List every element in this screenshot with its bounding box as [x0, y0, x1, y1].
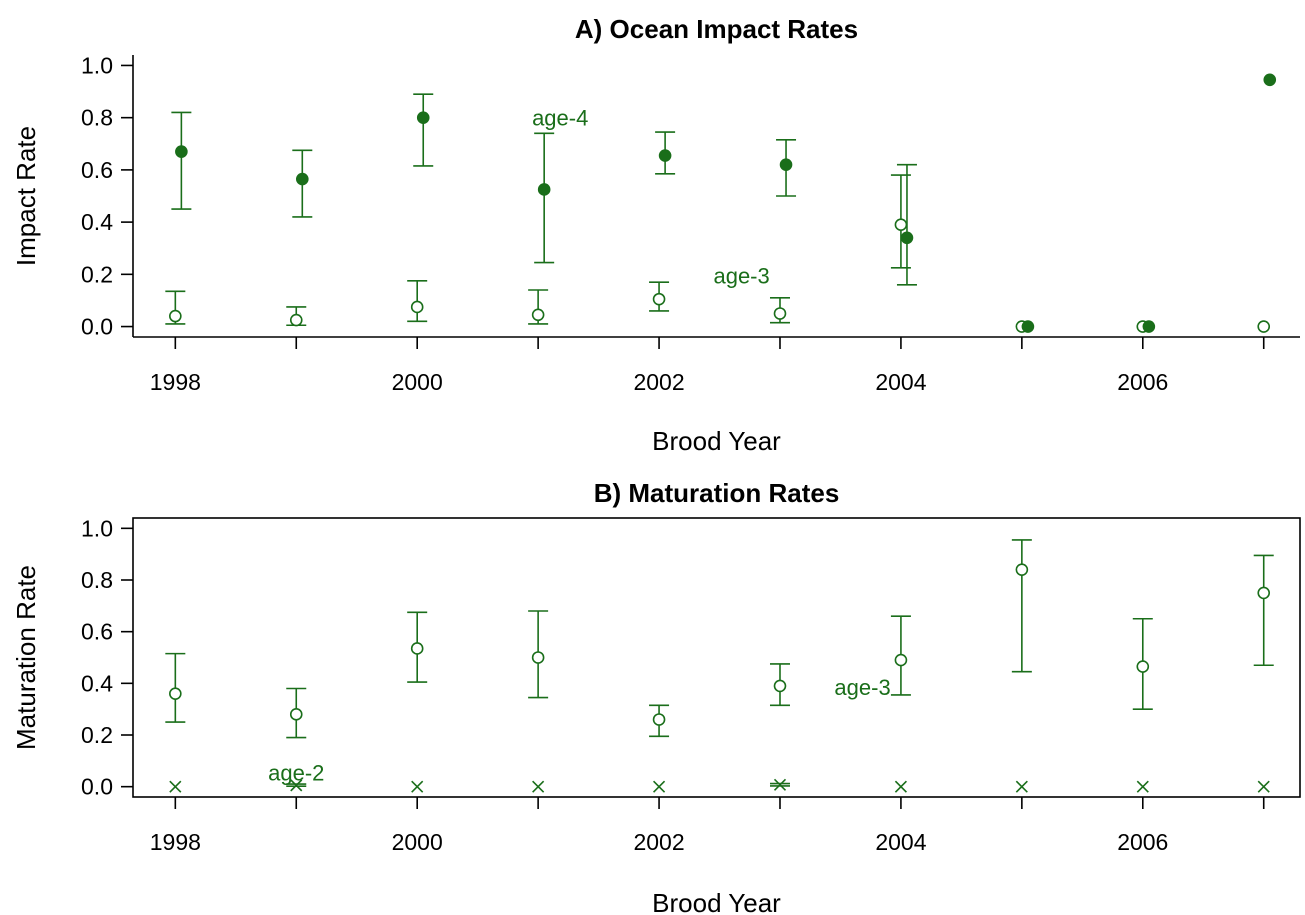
data-point [411, 780, 424, 793]
series-age-3 [165, 174, 1271, 333]
x-tick-label: 2006 [1117, 829, 1168, 855]
chart-panel-b: B) Maturation Rates 0.0 0.2 0.4 0.6 0.8 1.0 199… [11, 478, 1301, 915]
data-point [532, 780, 545, 793]
data-point [779, 158, 793, 171]
data-point [169, 780, 182, 793]
y-tick-label: 0.6 [81, 157, 113, 183]
y-tick-label: 0.4 [81, 670, 113, 696]
y-axis-label: Impact Rate [11, 126, 41, 266]
series-age-3 [165, 539, 1274, 739]
data-point [1136, 660, 1150, 673]
cross-stroke [169, 780, 182, 793]
data-point [652, 713, 666, 726]
data-point [289, 313, 303, 327]
data-point [773, 679, 787, 693]
cross-stroke [773, 778, 787, 791]
y-tick-label: 0.0 [81, 774, 113, 800]
data-point [1021, 320, 1035, 333]
data-point [652, 780, 666, 793]
x-tick-label: 2002 [633, 829, 684, 855]
y-tick-label: 0.8 [81, 567, 113, 593]
x-tick-label: 2000 [392, 369, 443, 395]
chart-panel-a: A) Ocean Impact Rates 0.0 0.2 0.4 0.6 0.8 1.0 1… [11, 14, 1300, 456]
data-point [175, 145, 188, 158]
x-tick-label: 2004 [875, 829, 926, 855]
data-point [537, 183, 551, 196]
y-axis-label: Maturation Rate [11, 565, 41, 750]
y-tick-label: 0.4 [81, 209, 113, 235]
x-tick-label: 2000 [392, 829, 443, 855]
cross-stroke [1015, 780, 1028, 793]
data-point [1136, 780, 1149, 793]
series-annotation: age-2 [268, 760, 324, 785]
y-tick-label: 1.0 [81, 515, 113, 541]
chart-title: B) Maturation Rates [594, 478, 840, 508]
data-point [652, 292, 666, 306]
x-tick-label: 1998 [150, 369, 201, 395]
x-axis-label: Brood Year [652, 426, 781, 456]
x-tick-label: 1998 [150, 829, 201, 855]
series-annotation: age-3 [713, 264, 769, 289]
cross-stroke [652, 780, 666, 793]
data-point [773, 778, 787, 791]
data-point [290, 779, 303, 792]
data-point [900, 231, 914, 245]
series-age-2 [169, 778, 1270, 793]
cross-stroke [1136, 780, 1149, 793]
x-tick-label: 2002 [633, 369, 684, 395]
data-point [773, 307, 787, 320]
series-annotation: age-3 [834, 675, 890, 700]
data-point [296, 172, 309, 186]
data-point [894, 780, 907, 793]
data-point [894, 218, 908, 232]
chart-title: A) Ocean Impact Rates [575, 14, 858, 44]
x-tick-label: 2006 [1117, 369, 1168, 395]
y-tick-label: 0.2 [81, 722, 113, 748]
data-point [289, 708, 303, 721]
cross-stroke [894, 780, 907, 793]
y-tick-label: 0.0 [81, 314, 113, 340]
data-point [1142, 320, 1156, 333]
data-point [1257, 320, 1271, 333]
y-tick-label: 0.8 [81, 105, 113, 131]
cross-stroke [411, 780, 424, 793]
data-point [1015, 563, 1029, 576]
data-point [658, 149, 672, 162]
y-tick-label: 0.2 [81, 261, 113, 287]
data-point [531, 308, 545, 322]
series-age-4 [171, 73, 1277, 333]
data-point [169, 687, 182, 700]
data-point [531, 651, 545, 664]
x-axis-label: Brood Year [652, 888, 781, 915]
data-point [410, 642, 424, 655]
x-tick-label: 2004 [875, 369, 926, 395]
data-point [1257, 586, 1271, 600]
data-point [1015, 780, 1028, 793]
y-tick-label: 1.0 [81, 52, 113, 78]
data-point [894, 653, 908, 667]
plot-frame [132, 517, 1301, 798]
y-tick-label: 0.6 [81, 619, 113, 645]
cross-stroke [1257, 780, 1270, 793]
cross-stroke [532, 780, 545, 793]
data-point [1257, 780, 1270, 793]
series-annotation: age-4 [532, 106, 588, 131]
data-point [1263, 73, 1277, 87]
cross-stroke [290, 779, 303, 792]
data-point [169, 309, 182, 323]
data-point [416, 111, 430, 124]
data-point [410, 300, 424, 314]
